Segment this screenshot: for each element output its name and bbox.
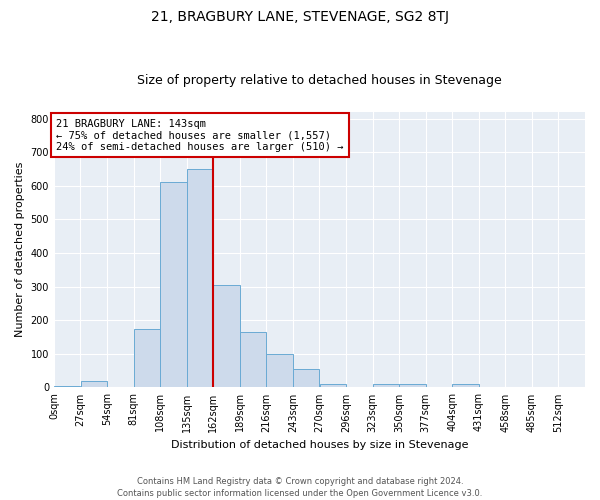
Y-axis label: Number of detached properties: Number of detached properties	[15, 162, 25, 338]
Bar	[134, 328, 160, 388]
Text: Contains HM Land Registry data © Crown copyright and database right 2024.
Contai: Contains HM Land Registry data © Crown c…	[118, 476, 482, 498]
Text: 21, BRAGBURY LANE, STEVENAGE, SG2 8TJ: 21, BRAGBURY LANE, STEVENAGE, SG2 8TJ	[151, 10, 449, 24]
Bar	[160, 182, 187, 388]
Bar	[373, 384, 399, 388]
Bar	[266, 354, 293, 388]
Bar	[452, 384, 479, 388]
Title: Size of property relative to detached houses in Stevenage: Size of property relative to detached ho…	[137, 74, 502, 87]
Bar	[214, 285, 239, 388]
Bar	[399, 384, 425, 388]
X-axis label: Distribution of detached houses by size in Stevenage: Distribution of detached houses by size …	[171, 440, 468, 450]
Bar	[187, 169, 213, 388]
Bar	[107, 387, 133, 388]
Bar	[80, 380, 107, 388]
Bar	[320, 384, 346, 388]
Bar	[240, 332, 266, 388]
Bar	[54, 386, 80, 388]
Text: 21 BRAGBURY LANE: 143sqm
← 75% of detached houses are smaller (1,557)
24% of sem: 21 BRAGBURY LANE: 143sqm ← 75% of detach…	[56, 118, 343, 152]
Bar	[293, 369, 319, 388]
